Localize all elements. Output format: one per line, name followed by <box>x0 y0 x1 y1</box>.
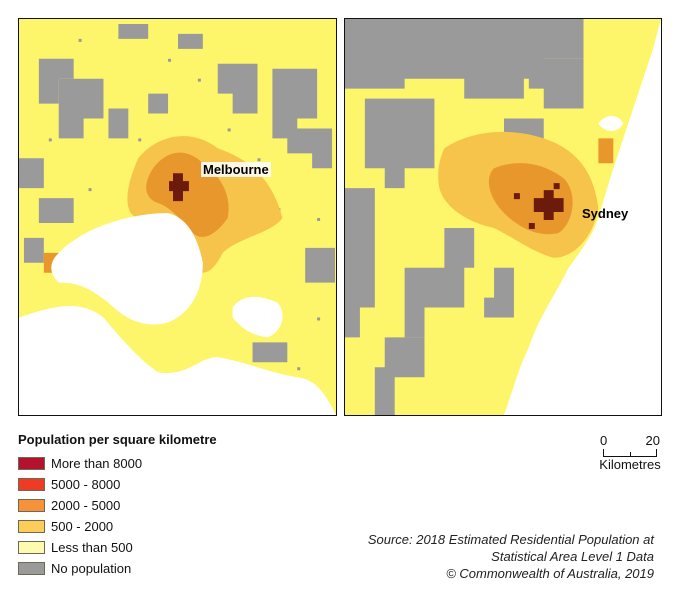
legend-item: 2000 - 5000 <box>18 495 217 516</box>
source-line-2: Statistical Area Level 1 Data <box>491 549 654 564</box>
legend-label: 500 - 2000 <box>51 519 114 534</box>
scale-start: 0 <box>600 433 608 448</box>
legend-label: More than 8000 <box>51 456 143 471</box>
legend-title: Population per square kilometre <box>18 432 217 447</box>
melbourne-label: Melbourne <box>201 162 271 177</box>
legend-item: 5000 - 8000 <box>18 474 217 495</box>
legend-label: Less than 500 <box>51 540 133 555</box>
legend-swatch <box>18 562 45 575</box>
source-line-3: © Commonwealth of Australia, 2019 <box>446 566 654 581</box>
sydney-map <box>344 18 662 416</box>
legend-swatch <box>18 478 45 491</box>
legend-label: No population <box>51 561 132 576</box>
legend-label: 5000 - 8000 <box>51 477 121 492</box>
sydney-label: Sydney <box>582 206 629 221</box>
legend-swatch <box>18 520 45 533</box>
melbourne-map-graphic <box>19 19 336 415</box>
legend-item: More than 8000 <box>18 453 217 474</box>
legend-swatch <box>18 457 45 470</box>
scale-bar-tick <box>630 452 631 456</box>
source-line-1: Source: 2018 Estimated Residential Popul… <box>367 532 654 547</box>
scale-bar-line <box>603 449 657 457</box>
scale-end: 20 <box>645 433 660 448</box>
source-note: Source: 2018 Estimated Residential Popul… <box>368 531 654 582</box>
legend-swatch <box>18 541 45 554</box>
sydney-map-graphic <box>345 19 661 415</box>
legend-item: Less than 500 <box>18 537 217 558</box>
legend-item: 500 - 2000 <box>18 516 217 537</box>
legend-swatch <box>18 499 45 512</box>
legend-item: No population <box>18 558 217 579</box>
legend: Population per square kilometre More tha… <box>18 432 217 579</box>
scale-unit: Kilometres <box>599 457 661 472</box>
melbourne-map <box>18 18 337 416</box>
scale-bar: 0 20 Kilometres <box>597 433 663 472</box>
legend-label: 2000 - 5000 <box>51 498 121 513</box>
